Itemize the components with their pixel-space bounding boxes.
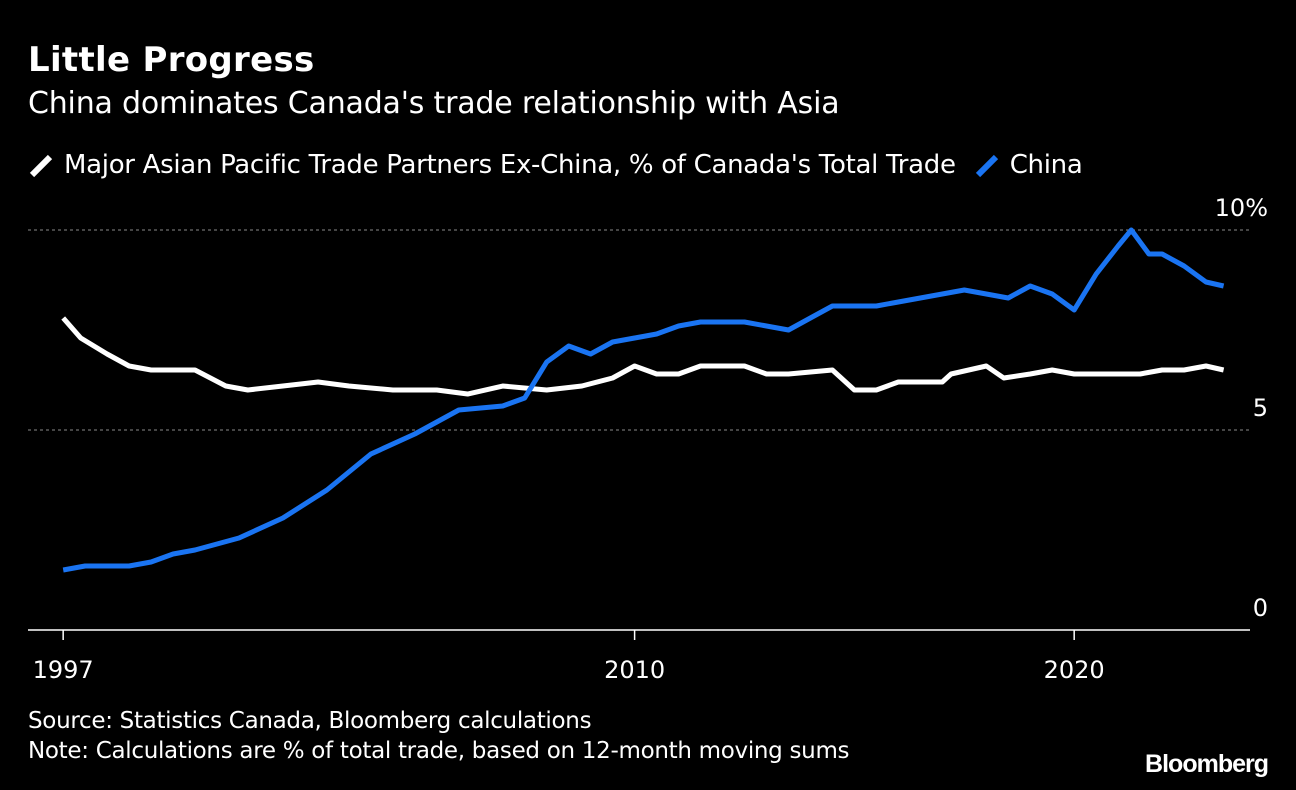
x-tick-label: 1997 — [33, 656, 94, 684]
y-tick-label: 0 — [1253, 594, 1268, 622]
y-tick-label: 5 — [1253, 394, 1268, 422]
bloomberg-logo: Bloomberg — [1145, 750, 1269, 778]
legend-label-ex-china: Major Asian Pacific Trade Partners Ex-Ch… — [64, 150, 956, 180]
legend-swatch-china — [975, 154, 998, 178]
legend-item-ex-china: Major Asian Pacific Trade Partners Ex-Ch… — [28, 150, 956, 180]
chart-title: Little Progress — [28, 40, 315, 80]
x-tick-label: 2020 — [1044, 656, 1105, 684]
y-axis-tick-labels: 10% 5 0 — [1215, 194, 1268, 622]
gridlines — [28, 229, 1250, 431]
x-tick-label: 2010 — [604, 656, 665, 684]
series-lines — [61, 227, 1225, 573]
series-line-china — [62, 227, 1225, 573]
legend-swatch-ex-china — [29, 154, 53, 178]
source-note: Source: Statistics Canada, Bloomberg cal… — [28, 708, 592, 734]
calculation-note: Note: Calculations are % of total trade,… — [28, 738, 850, 764]
y-tick-label: 10% — [1215, 194, 1268, 222]
legend-item-china: China — [974, 150, 1083, 180]
chart-subtitle: China dominates Canada's trade relations… — [28, 86, 840, 121]
legend: Major Asian Pacific Trade Partners Ex-Ch… — [28, 150, 1100, 180]
series-line-ex-china — [61, 316, 1225, 397]
legend-label-china: China — [1009, 150, 1083, 180]
x-axis: 1997 2010 2020 — [28, 629, 1250, 684]
